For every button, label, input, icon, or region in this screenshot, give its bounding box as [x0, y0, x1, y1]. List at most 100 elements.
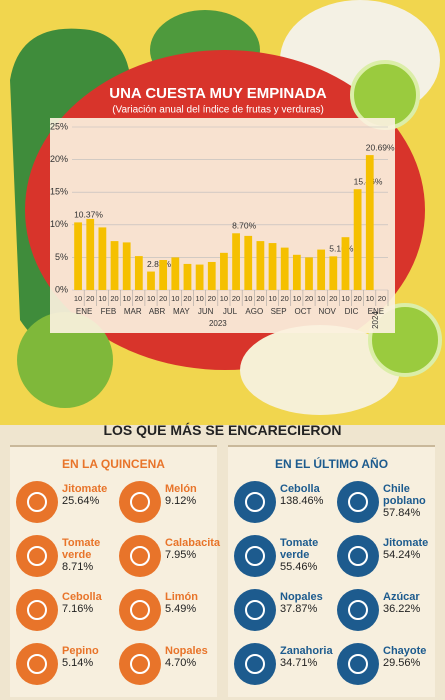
- item-name: Pepino 5.14%: [62, 645, 114, 669]
- x-tick-label: 10: [293, 294, 301, 303]
- value-label: 10.37%: [74, 210, 103, 220]
- item-icon: [337, 535, 379, 577]
- item-icon: [234, 589, 276, 631]
- item-icon: [16, 643, 58, 685]
- item-value: 7.95%: [165, 549, 197, 561]
- bar: [268, 243, 277, 290]
- item: Nopales 37.87%: [232, 587, 332, 639]
- month-label: MAR: [124, 307, 142, 316]
- item-value: 5.14%: [62, 657, 94, 669]
- x-tick-label: 20: [135, 294, 143, 303]
- item: Tomate verde 8.71%: [14, 533, 114, 585]
- bar: [256, 241, 265, 290]
- item-value: 54.24%: [383, 549, 421, 561]
- green-tomato: [17, 312, 113, 408]
- item: Calabacita 7.95%: [117, 533, 221, 585]
- x-tick-label: 10: [341, 294, 349, 303]
- year-label: 2023: [209, 319, 227, 328]
- item-name: Cebolla 7.16%: [62, 591, 114, 615]
- bar: [280, 247, 289, 290]
- item-name: Chile poblano 57.84%: [383, 483, 435, 519]
- x-tick-label: 20: [256, 294, 264, 303]
- bar: [244, 235, 253, 290]
- y-tick-label: 10%: [50, 219, 68, 229]
- y-tick-label: 5%: [55, 252, 68, 262]
- bar: [86, 218, 95, 290]
- x-tick-label: 10: [220, 294, 228, 303]
- y-tick-label: 15%: [50, 187, 68, 197]
- onion-slice: [240, 325, 400, 415]
- bar: [122, 242, 131, 290]
- bar: [317, 249, 326, 290]
- chart: UNA CUESTA MUY EMPINADA (Variación anual…: [0, 0, 445, 425]
- item: Jitomate 54.24%: [335, 533, 435, 585]
- year-label: 2024: [371, 311, 380, 329]
- item: Chile poblano 57.84%: [335, 479, 435, 531]
- item-value: 25.64%: [62, 495, 100, 507]
- x-tick-label: 10: [123, 294, 131, 303]
- x-tick-label: 10: [268, 294, 276, 303]
- item-name: Melón 9.12%: [165, 483, 217, 507]
- x-tick-label: 10: [317, 294, 325, 303]
- month-label: DIC: [345, 307, 359, 316]
- item: Limón 5.49%: [117, 587, 217, 639]
- item-icon: [16, 481, 58, 523]
- item-icon: [119, 643, 161, 685]
- bar: [159, 260, 168, 290]
- x-tick-label: 20: [353, 294, 361, 303]
- bar: [98, 227, 107, 290]
- month-label: FEB: [101, 307, 117, 316]
- bar: [74, 222, 82, 290]
- chart-panel: [50, 118, 395, 333]
- panel-title: EN LA QUINCENA: [62, 457, 165, 471]
- month-label: SEP: [271, 307, 287, 316]
- item-name: Nopales 37.87%: [280, 591, 332, 615]
- item-icon: [337, 643, 379, 685]
- item-value: 55.46%: [280, 561, 318, 573]
- item-value: 36.22%: [383, 603, 421, 615]
- x-tick-label: 20: [305, 294, 313, 303]
- month-label: ENE: [76, 307, 92, 316]
- bar: [305, 257, 313, 290]
- panel: EN LA QUINCENA Jitomate 25.64% Melón 9.12% To…: [10, 445, 221, 697]
- y-tick-label: 25%: [50, 121, 68, 131]
- x-tick-label: 20: [159, 294, 167, 303]
- chart-subtitle: (Variación anual del índice de frutas y …: [112, 105, 324, 116]
- x-tick-label: 20: [208, 294, 216, 303]
- item: Pepino 5.14%: [14, 641, 114, 693]
- month-label: JUN: [198, 307, 214, 316]
- item-value: 29.56%: [383, 657, 421, 669]
- x-tick-label: 20: [183, 294, 191, 303]
- item-icon: [337, 589, 379, 631]
- item-name: Azúcar 36.22%: [383, 591, 435, 615]
- month-label: MAY: [173, 307, 190, 316]
- item-name: Nopales 4.70%: [165, 645, 217, 669]
- y-tick-label: 20%: [50, 154, 68, 164]
- item-value: 7.16%: [62, 603, 94, 615]
- item: Azúcar 36.22%: [335, 587, 435, 639]
- item-value: 34.71%: [280, 657, 318, 669]
- month-label: ABR: [149, 307, 166, 316]
- item-icon: [234, 535, 276, 577]
- panel: EN EL ÚLTIMO AÑO Cebolla 138.46% Chile pobl…: [228, 445, 435, 697]
- month-label: AGO: [245, 307, 263, 316]
- item: Chayote 29.56%: [335, 641, 435, 693]
- item-value: 8.71%: [62, 561, 94, 573]
- item-name: Calabacita 7.95%: [165, 537, 221, 561]
- x-tick-label: 10: [244, 294, 252, 303]
- x-tick-label: 20: [86, 294, 94, 303]
- item-value: 4.70%: [165, 657, 197, 669]
- item: Nopales 4.70%: [117, 641, 217, 693]
- item-icon: [16, 589, 58, 631]
- item-value: 5.49%: [165, 603, 197, 615]
- x-tick-label: 10: [147, 294, 155, 303]
- item-icon: [119, 535, 161, 577]
- item-name: Chayote 29.56%: [383, 645, 435, 669]
- item: Melón 9.12%: [117, 479, 217, 531]
- item-name: Cebolla 138.46%: [280, 483, 332, 507]
- item: Zanahoria 34.71%: [232, 641, 333, 693]
- item: Tomate verde 55.46%: [232, 533, 332, 585]
- x-tick-label: 20: [110, 294, 118, 303]
- x-tick-label: 20: [378, 294, 386, 303]
